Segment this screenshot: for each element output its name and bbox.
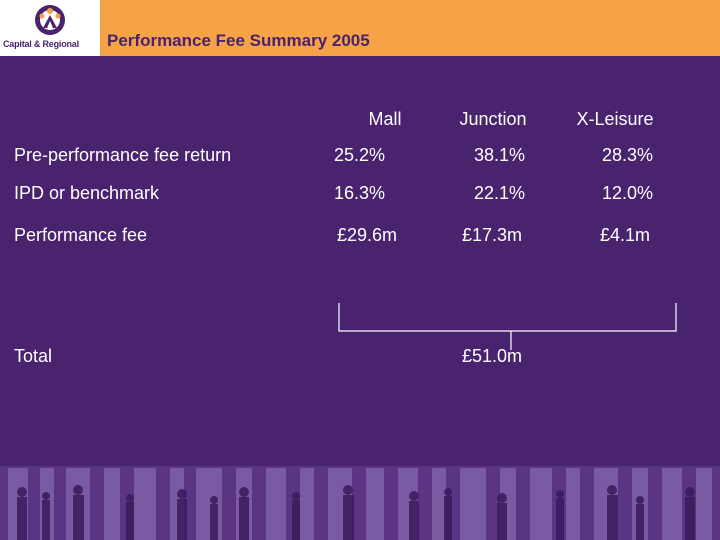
- row-label-total: Total: [14, 346, 53, 366]
- logo-text: Capital & Regional: [3, 39, 79, 49]
- value-pre-performance-x-leisure: 28.3%: [602, 145, 654, 165]
- value-pre-performance-junction: 38.1%: [474, 145, 526, 165]
- value-ipd-junction: 22.1%: [474, 183, 526, 203]
- value-total: £51.0m: [462, 346, 523, 366]
- value-pre-performance-mall: 25.2%: [334, 145, 386, 165]
- logo-icon: [35, 5, 65, 35]
- total-bracket: [338, 303, 677, 350]
- column-header-mall: Mall: [368, 109, 402, 129]
- logo: Capital & Regional: [0, 0, 100, 56]
- value-ipd-x-leisure: 12.0%: [602, 183, 654, 203]
- header-bar: Capital & Regional Performance Fee Summa…: [0, 0, 720, 56]
- value-fee-junction: £17.3m: [462, 225, 523, 245]
- page-title: Performance Fee Summary 2005: [107, 31, 370, 50]
- row-label-ipd-benchmark: IPD or benchmark: [14, 183, 160, 203]
- column-header-junction: Junction: [459, 109, 527, 129]
- value-ipd-mall: 16.3%: [334, 183, 386, 203]
- footer-photo-strip: [0, 466, 720, 540]
- column-header-x-leisure: X-Leisure: [576, 109, 654, 129]
- row-label-performance-fee: Performance fee: [14, 225, 148, 245]
- value-fee-x-leisure: £4.1m: [600, 225, 651, 245]
- value-fee-mall: £29.6m: [337, 225, 398, 245]
- row-label-pre-performance: Pre-performance fee return: [14, 145, 232, 165]
